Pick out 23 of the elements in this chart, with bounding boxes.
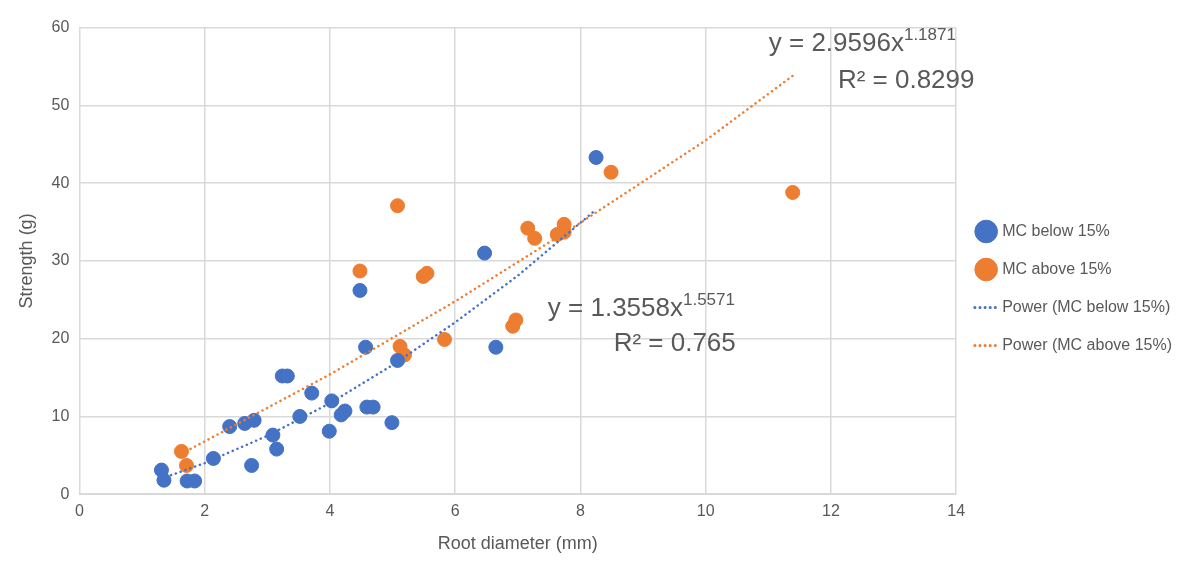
x-axis-title: Root diameter (mm) <box>437 533 598 554</box>
x-tick-label: 10 <box>696 502 715 520</box>
legend-label: MC below 15% <box>1002 221 1110 239</box>
x-tick-label: 4 <box>325 502 335 520</box>
x-tick-label: 6 <box>450 502 460 520</box>
annotation: R² = 0.8299 <box>837 64 975 95</box>
y-tick-label: 60 <box>51 18 70 36</box>
y-tick-label: 0 <box>60 484 70 502</box>
x-tick-label: 12 <box>822 502 840 520</box>
legend-label: MC above 15% <box>1002 259 1112 277</box>
y-tick-label: 20 <box>51 329 70 347</box>
y-axis-title: Strength (g) <box>15 213 36 309</box>
legend-label: Power (MC below 15%) <box>1002 297 1171 315</box>
annotation: R² = 0.765 <box>613 327 736 358</box>
x-tick-label: 14 <box>947 502 966 520</box>
y-tick-label: 50 <box>51 95 70 113</box>
y-tick-label: 30 <box>51 251 70 269</box>
x-tick-label: 2 <box>200 502 210 520</box>
x-tick-label: 8 <box>575 502 585 520</box>
y-tick-label: 10 <box>51 406 70 424</box>
x-tick-label: 0 <box>74 502 84 520</box>
legend-label: Power (MC above 15%) <box>1002 335 1172 353</box>
y-tick-label: 40 <box>51 173 70 191</box>
